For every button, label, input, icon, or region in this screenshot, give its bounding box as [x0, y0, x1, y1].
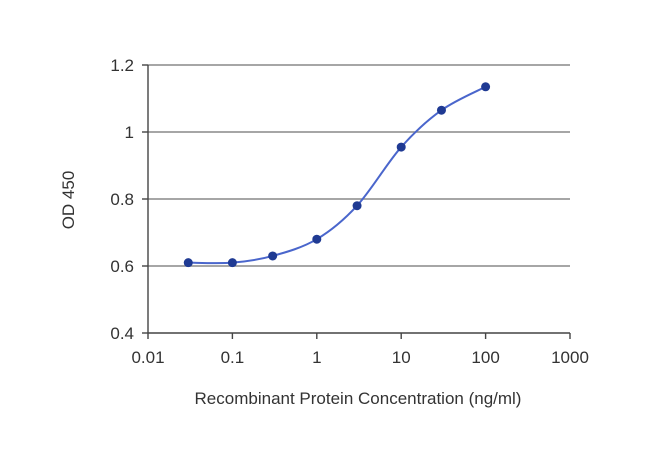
x-tick-label-2: 1	[312, 348, 321, 367]
x-tick-label-5: 1000	[551, 348, 589, 367]
y-tick-label-3: 1	[125, 123, 134, 142]
data-point-4	[352, 201, 362, 211]
data-point-3	[312, 234, 322, 244]
x-tick-label-4: 100	[471, 348, 499, 367]
data-point-2	[268, 251, 278, 261]
y-tick-label-4: 1.2	[110, 56, 134, 75]
y-tick-label-1: 0.6	[110, 257, 134, 276]
data-point-5	[396, 142, 406, 152]
data-point-7	[481, 82, 491, 92]
x-tick-label-1: 0.1	[221, 348, 245, 367]
axes-layer: 0.4 0.6 0.8 1 1.2 0.01 0.1 1 10 100 1000	[110, 56, 589, 367]
data-point-1	[227, 258, 237, 268]
labels-layer: OD 450 Recombinant Protein Concentration…	[59, 171, 521, 408]
data-point-6	[436, 105, 446, 115]
series-layer	[183, 82, 491, 268]
y-tick-label-0: 0.4	[110, 324, 134, 343]
y-axis-label: OD 450	[59, 171, 78, 230]
x-tick-label-3: 10	[392, 348, 411, 367]
x-axis-label: Recombinant Protein Concentration (ng/ml…	[195, 389, 522, 408]
data-point-0	[183, 258, 193, 268]
x-tick-label-0: 0.01	[131, 348, 164, 367]
y-tick-label-2: 0.8	[110, 190, 134, 209]
grid-layer	[148, 64, 570, 267]
